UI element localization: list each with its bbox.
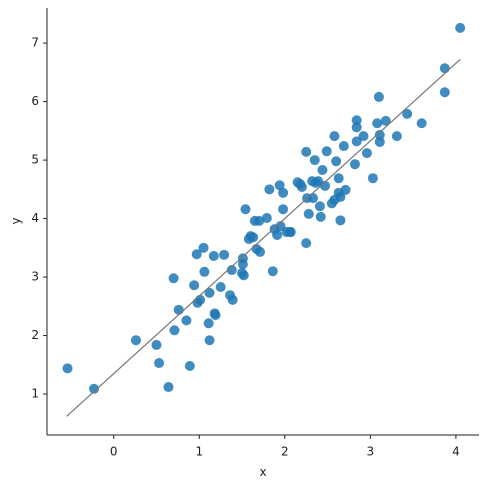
- scatter-point: [130, 335, 141, 346]
- scatter-point: [191, 249, 202, 260]
- scatter-point: [151, 339, 162, 350]
- scatter-point: [361, 148, 372, 159]
- scatter-point: [226, 265, 237, 276]
- y-tick-label: 7: [31, 36, 39, 50]
- scatter-point: [309, 155, 320, 166]
- x-tick-label: 4: [452, 445, 460, 459]
- scatter-point: [254, 215, 265, 226]
- scatter-point: [349, 159, 360, 170]
- scatter-point: [261, 212, 272, 223]
- scatter-point: [329, 131, 340, 142]
- scatter-point: [62, 363, 73, 374]
- scatter-point: [315, 211, 326, 222]
- scatter-point: [314, 201, 325, 212]
- scatter-point: [184, 360, 195, 371]
- x-axis-label: x: [259, 465, 266, 479]
- y-axis-label: y: [9, 217, 23, 224]
- scatter-point: [439, 87, 450, 98]
- scatter-point: [215, 282, 226, 293]
- regression-line: [66, 59, 461, 417]
- scatter-point: [340, 184, 351, 195]
- scatter-point: [402, 108, 413, 119]
- scatter-point: [416, 118, 427, 129]
- scatter-point: [227, 294, 238, 305]
- scatter-point: [204, 287, 215, 298]
- scatter-point: [208, 251, 219, 262]
- scatter-point: [373, 91, 384, 102]
- x-tick-label: 3: [367, 445, 375, 459]
- scatter-point: [240, 204, 251, 215]
- x-tick-label: 2: [281, 445, 289, 459]
- scatter-point: [358, 131, 369, 142]
- scatter-point: [296, 181, 307, 192]
- scatter-point: [267, 266, 278, 277]
- y-tick-label: 4: [31, 211, 39, 225]
- scatter-point: [391, 131, 402, 142]
- scatter-point: [274, 180, 285, 191]
- y-tick-label: 1: [31, 387, 39, 401]
- scatter-point: [333, 173, 344, 184]
- scatter-point: [321, 146, 332, 157]
- scatter-point: [204, 335, 215, 346]
- scatter-point: [308, 193, 319, 204]
- y-tick-label: 2: [31, 328, 39, 342]
- scatter-point: [374, 129, 385, 140]
- scatter-point: [278, 187, 289, 198]
- scatter-point: [199, 266, 210, 277]
- scatter-point: [181, 315, 192, 326]
- scatter-point: [380, 115, 391, 126]
- scatter-point: [285, 227, 296, 238]
- scatter-point: [210, 310, 221, 321]
- scatter-point: [351, 122, 362, 133]
- scatter-point: [301, 146, 312, 157]
- scatter-point: [303, 208, 314, 219]
- scatter-point: [372, 118, 383, 129]
- scatter-point: [335, 215, 346, 226]
- scatter-point: [338, 141, 349, 152]
- scatter-point: [272, 229, 283, 240]
- scatter-point: [189, 280, 200, 291]
- scatter-point: [248, 232, 259, 243]
- y-tick-label: 6: [31, 94, 39, 108]
- scatter-point: [89, 383, 100, 394]
- scatter-point: [219, 249, 230, 260]
- scatter-point: [163, 382, 174, 393]
- scatter-point: [367, 173, 378, 184]
- scatter-point: [455, 22, 466, 33]
- scatter-point: [331, 156, 342, 167]
- scatter-point: [238, 270, 249, 281]
- scatter-point: [173, 304, 184, 315]
- x-tick-label: 1: [195, 445, 203, 459]
- scatter-point: [264, 184, 275, 195]
- scatter-point: [335, 191, 346, 202]
- scatter-point: [168, 273, 179, 284]
- scatter-point: [255, 246, 266, 257]
- y-tick-label: 5: [31, 153, 39, 167]
- scatter-point: [237, 253, 248, 264]
- scatter-point: [169, 325, 180, 336]
- scatter-point: [154, 358, 165, 369]
- scatter-point: [317, 165, 328, 176]
- x-tick-label: 0: [110, 445, 118, 459]
- scatter-point: [351, 115, 362, 126]
- scatter-point: [374, 136, 385, 147]
- scatter-point: [439, 63, 450, 74]
- y-tick-label: 3: [31, 270, 39, 284]
- scatter-point: [351, 136, 362, 147]
- scatter-point: [278, 204, 289, 215]
- scatter-point: [198, 242, 209, 253]
- scatter-point: [203, 318, 214, 329]
- scatter-point: [195, 294, 206, 305]
- scatter-point: [320, 180, 331, 191]
- scatter-point: [301, 238, 312, 249]
